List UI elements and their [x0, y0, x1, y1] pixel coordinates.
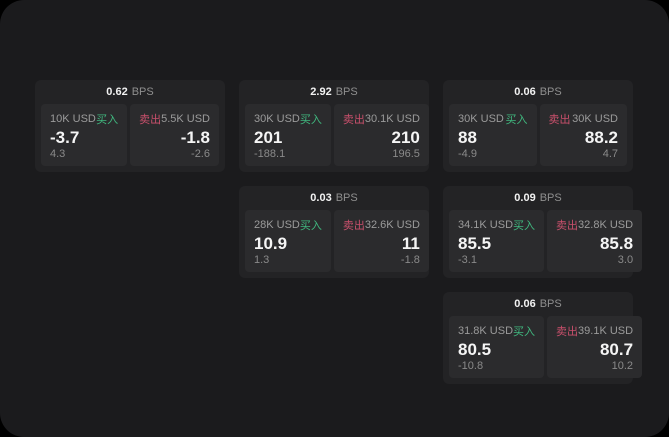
bps-value: 2.92 — [310, 86, 332, 98]
buy-sub-value: -10.8 — [458, 360, 484, 372]
buy-price: 85.5 — [458, 233, 492, 253]
buy-label: 买入 — [513, 220, 536, 232]
sell-size: 30.1K USD — [364, 113, 420, 125]
sell-label: 卖出 — [342, 220, 365, 232]
buy-size: 34.1K USD — [458, 219, 514, 231]
sell-sub-value: -1.8 — [400, 254, 420, 266]
sell-size: 32.8K USD — [578, 219, 634, 231]
sell-price: 210 — [391, 127, 420, 147]
sell-price: 88.2 — [584, 127, 618, 147]
bps-unit: BPS — [539, 192, 562, 204]
bps-unit: BPS — [131, 86, 154, 98]
buy-panel[interactable]: 10K USD 买入 -3.7 4.3 — [41, 104, 128, 166]
sell-size: 39.1K USD — [578, 325, 634, 337]
card-header: 0.03 BPS — [245, 186, 423, 210]
buy-price: -3.7 — [50, 127, 80, 147]
card-body: 31.8K USD 买入 80.5 -10.8 卖出 39.1K USD 80.… — [449, 316, 643, 378]
sell-panel[interactable]: 卖出 39.1K USD 80.7 10.2 — [547, 316, 643, 378]
sell-label: 卖出 — [556, 220, 579, 232]
buy-panel[interactable]: 28K USD 买入 10.9 1.3 — [245, 210, 331, 272]
buy-size: 28K USD — [254, 219, 300, 231]
buy-price: 80.5 — [458, 339, 492, 359]
buy-size: 10K USD — [50, 113, 96, 125]
buy-size: 30K USD — [254, 113, 300, 125]
sell-label: 卖出 — [139, 114, 162, 126]
buy-panel[interactable]: 31.8K USD 买入 80.5 -10.8 — [449, 316, 545, 378]
buy-panel[interactable]: 34.1K USD 买入 85.5 -3.1 — [449, 210, 545, 272]
card-body: 28K USD 买入 10.9 1.3 卖出 32.6K USD 11 -1.8 — [245, 210, 429, 272]
buy-label: 买入 — [513, 326, 536, 338]
sell-panel[interactable]: 卖出 5.5K USD -1.8 -2.6 — [130, 104, 219, 166]
sell-size: 5.5K USD — [161, 113, 210, 125]
sell-sub-value: 4.7 — [602, 148, 618, 160]
sell-panel[interactable]: 卖出 30.1K USD 210 196.5 — [333, 104, 429, 166]
quote-card: 2.92 BPS 30K USD 买入 201 -188.1 卖出 — [239, 80, 429, 172]
quote-card: 0.62 BPS 10K USD 买入 -3.7 4.3 卖出 — [35, 80, 225, 172]
sell-panel[interactable]: 卖出 30K USD 88.2 4.7 — [539, 104, 627, 166]
buy-label: 买入 — [505, 114, 528, 126]
sell-sub-value: -2.6 — [191, 148, 210, 160]
buy-label: 买入 — [299, 114, 322, 126]
quote-card: 0.06 BPS 31.8K USD 买入 80.5 -10.8 卖 — [443, 292, 643, 384]
sell-panel[interactable]: 卖出 32.6K USD 11 -1.8 — [333, 210, 429, 272]
buy-size: 31.8K USD — [458, 325, 514, 337]
card-header: 2.92 BPS — [245, 80, 423, 104]
bps-value: 0.06 — [514, 86, 536, 98]
quote-cards-grid: 0.62 BPS 10K USD 买入 -3.7 4.3 卖出 — [35, 80, 643, 384]
quote-card: 0.06 BPS 30K USD 买入 88 -4.9 卖出 — [443, 80, 633, 172]
card-header: 0.09 BPS — [449, 186, 627, 210]
card-header: 0.06 BPS — [449, 80, 627, 104]
buy-sub-value: -4.9 — [458, 148, 477, 160]
buy-price: 88 — [458, 127, 477, 147]
sell-label: 卖出 — [548, 114, 571, 126]
buy-price: 10.9 — [254, 233, 288, 253]
sell-panel[interactable]: 卖出 32.8K USD 85.8 3.0 — [547, 210, 643, 272]
buy-price: 201 — [254, 127, 283, 147]
bps-value: 0.62 — [106, 86, 128, 98]
sell-price: 80.7 — [599, 339, 634, 359]
card-body: 30K USD 买入 201 -188.1 卖出 30.1K USD 210 1… — [245, 104, 429, 166]
sell-sub-value: 3.0 — [617, 254, 634, 266]
sell-sub-value: 196.5 — [392, 148, 420, 160]
bps-value: 0.03 — [310, 192, 332, 204]
bps-value: 0.06 — [514, 298, 536, 310]
buy-sub-value: 1.3 — [254, 254, 270, 266]
sell-size: 30K USD — [572, 113, 618, 125]
buy-panel[interactable]: 30K USD 买入 88 -4.9 — [449, 104, 537, 166]
buy-sub-value: -3.1 — [458, 254, 477, 266]
sell-label: 卖出 — [342, 114, 365, 126]
card-body: 34.1K USD 买入 85.5 -3.1 卖出 32.8K USD 85.8… — [449, 210, 643, 272]
sell-price: 85.8 — [599, 233, 634, 253]
buy-size: 30K USD — [458, 113, 504, 125]
bps-unit: BPS — [539, 86, 562, 98]
sell-size: 32.6K USD — [364, 219, 420, 231]
buy-label: 买入 — [299, 220, 322, 232]
buy-sub-value: -188.1 — [254, 148, 286, 160]
quote-card: 0.03 BPS 28K USD 买入 10.9 1.3 卖出 — [239, 186, 429, 278]
card-body: 10K USD 买入 -3.7 4.3 卖出 5.5K USD -1.8 -2.… — [41, 104, 219, 166]
bps-unit: BPS — [335, 86, 358, 98]
buy-label: 买入 — [96, 114, 119, 126]
buy-panel[interactable]: 30K USD 买入 201 -188.1 — [245, 104, 331, 166]
sell-price: 11 — [401, 233, 420, 253]
bps-unit: BPS — [539, 298, 562, 310]
card-body: 30K USD 买入 88 -4.9 卖出 30K USD 88.2 4.7 — [449, 104, 627, 166]
card-header: 0.06 BPS — [449, 292, 627, 316]
bps-unit: BPS — [335, 192, 358, 204]
buy-sub-value: 4.3 — [50, 148, 66, 160]
sell-label: 卖出 — [556, 326, 579, 338]
quote-card: 0.09 BPS 34.1K USD 买入 85.5 -3.1 卖出 — [443, 186, 643, 278]
sell-price: -1.8 — [180, 127, 210, 147]
card-header: 0.62 BPS — [41, 80, 219, 104]
bps-value: 0.09 — [514, 192, 536, 204]
sell-sub-value: 10.2 — [611, 360, 634, 372]
